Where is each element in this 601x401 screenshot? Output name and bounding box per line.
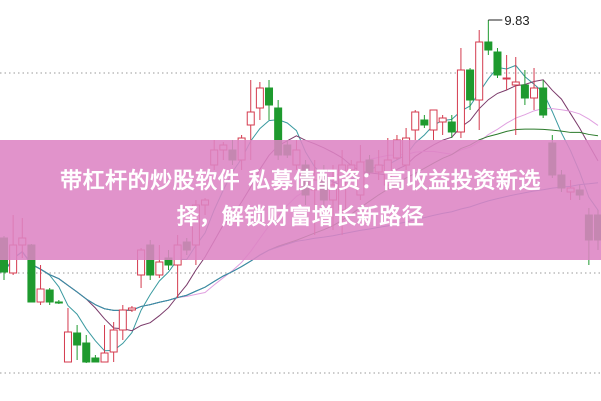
candle [493,48,502,78]
candle [447,115,456,138]
candle-body [493,51,502,76]
candle-body [73,332,82,346]
headline-line-1: 带杠杆的炒股软件 私募债配资：高收益投资新选 [60,169,541,194]
candle-body [255,87,264,109]
candle-body [475,41,484,101]
candle [502,55,511,90]
candle-body [511,81,520,86]
title-banner: 带杠杆的炒股软件 私募债配资：高收益投资新选 择，解锁财富增长新路径 [0,140,601,260]
candle [539,80,548,118]
candle-body [118,309,127,331]
candle-body [502,77,511,80]
candle-body [520,84,529,99]
candle-body [100,352,109,363]
candle-body [127,307,136,311]
candle-body [466,69,475,101]
candle [109,322,118,362]
candle [511,57,520,135]
candle [255,82,264,120]
candle [475,30,484,130]
candle-body [109,329,118,353]
candle [54,300,63,304]
candle-body [265,87,274,106]
candle-body [438,117,447,123]
candle-body [411,111,420,131]
candle-body [530,87,539,99]
candle [127,306,136,312]
candle-body [484,41,493,51]
candle-body [429,109,438,131]
candle [420,115,429,128]
candle [63,308,72,363]
candle-body [539,87,548,116]
candle [530,68,539,110]
ma10-line [3,79,599,332]
candle-body [155,261,164,276]
candle-body [420,119,429,126]
candle-body [82,342,91,363]
candle-body [54,301,63,304]
candle-body [447,121,456,133]
max-price-marker: 9.83 [488,13,530,28]
candle-body [456,69,465,133]
max-price-label: 9.83 [504,13,529,28]
candle [118,305,127,340]
candle [36,265,45,305]
candle-body [246,111,255,126]
candle-body [45,289,54,303]
candle [91,355,100,363]
candle-body [36,288,45,303]
candle [100,325,109,363]
candle [73,325,82,360]
candle-body [91,357,100,363]
candle [456,48,465,138]
candle [411,110,420,140]
candle [520,70,529,105]
candle [265,80,274,120]
candle-body [63,331,72,363]
candle [82,335,91,363]
candle [484,20,493,55]
candle [466,68,475,110]
candle [429,109,438,140]
headline-line-2: 择，解锁财富增长新路径 [176,205,425,230]
candle [438,115,447,135]
candle [45,288,54,305]
